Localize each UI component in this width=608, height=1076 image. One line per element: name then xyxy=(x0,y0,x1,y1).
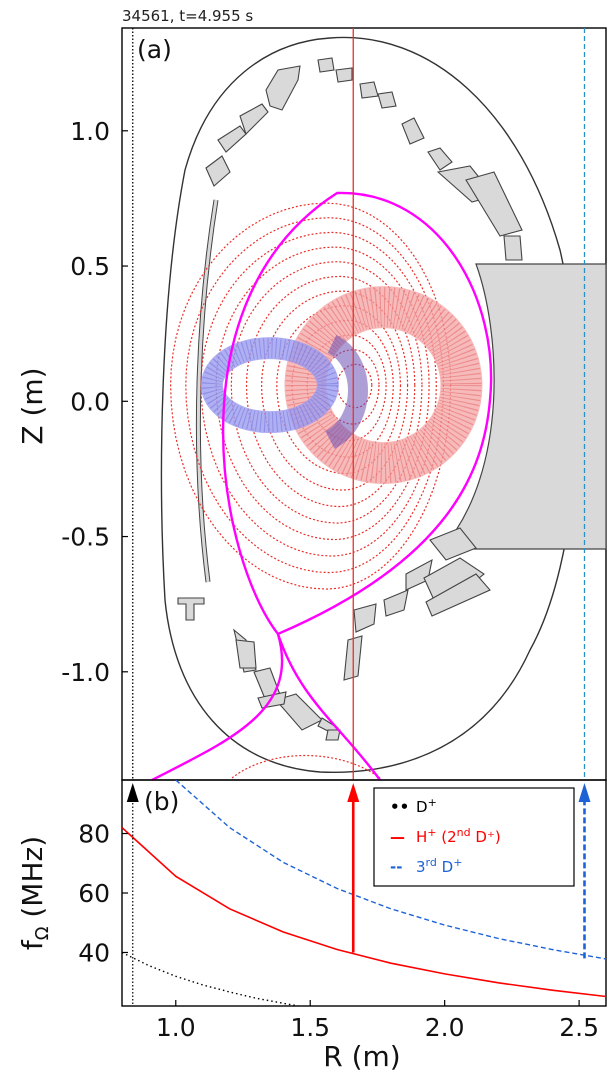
vessel-structures xyxy=(160,36,607,774)
y-tick-label: 80 xyxy=(78,820,110,849)
flux-surface-6 xyxy=(260,290,409,491)
x-tick-label: 2.0 xyxy=(425,1013,465,1042)
wall-tile-26 xyxy=(177,597,205,621)
panel-b-y-axis: 80 60 40 xyxy=(78,820,128,967)
legend-label-2: H+ (2nd D⁺) xyxy=(416,826,501,846)
divertor-flux-surface xyxy=(231,755,381,779)
wall-tile-23 xyxy=(429,527,477,561)
y-tick-label: -0.5 xyxy=(61,523,110,552)
y-axis-label-f-unit: (MHz) xyxy=(16,836,49,927)
shot-label: 34561, t=4.955 s xyxy=(122,7,253,25)
legend: •• D+ — H+ (2nd D⁺) -- 3rd D+ xyxy=(373,787,575,887)
y-tick-label: 1.0 xyxy=(70,117,110,146)
separatrix-leg-outer xyxy=(276,633,381,781)
legend-box xyxy=(373,787,575,887)
wall-tile-2 xyxy=(239,103,269,136)
flux-surface-3 xyxy=(306,334,387,442)
wall-tile-6 xyxy=(335,67,353,83)
flux-surface-11 xyxy=(185,217,445,574)
arrow-head-1 xyxy=(126,783,139,802)
x-tick-label: 1.0 xyxy=(156,1013,196,1042)
flux-surface-8 xyxy=(230,261,423,524)
legend-marker-2: — xyxy=(390,828,405,846)
y-tick-label: 0.0 xyxy=(70,387,110,416)
wall-tile-4 xyxy=(205,155,231,187)
orbit-H-hatch xyxy=(285,287,482,484)
legend-marker-1: •• xyxy=(390,798,409,816)
panel-a-label: (a) xyxy=(137,35,172,64)
y-axis-label-f-symbol: f xyxy=(16,939,49,950)
legend-label-3: 3rd D+ xyxy=(416,856,462,876)
wall-tile-5 xyxy=(317,57,335,73)
fast-ion-orbits xyxy=(200,286,483,485)
y-tick-label: 60 xyxy=(78,879,110,908)
x-axis-label-r: R (m) xyxy=(323,1040,400,1073)
wall-tile-10 xyxy=(427,147,453,171)
y-axis-label-z: Z (m) xyxy=(16,367,49,444)
wall-tile-12 xyxy=(465,171,523,237)
y-axis-label-f-sub: Ω xyxy=(32,926,53,940)
legend-label-1: D+ xyxy=(416,796,437,816)
wall-tile-7 xyxy=(359,81,379,99)
separatrix xyxy=(151,191,493,782)
wall-tile-20 xyxy=(353,603,377,633)
panel-a-y-axis: 1.0 0.5 0.0 -0.5 -1.0 xyxy=(61,117,128,687)
separatrix-core xyxy=(221,191,493,636)
resonance-arrows xyxy=(126,783,591,1004)
wall-tile-25 xyxy=(425,573,491,617)
resonance-lines xyxy=(132,28,586,780)
wall-tile-3 xyxy=(217,125,247,153)
series-d xyxy=(122,951,303,1006)
wall-tile-9 xyxy=(401,117,425,145)
y-tick-label: -1.0 xyxy=(61,658,110,687)
wall-tile-8 xyxy=(377,91,397,109)
wall-tile-28 xyxy=(325,729,341,741)
legend-marker-3: -- xyxy=(390,858,402,876)
orbit-D-hatch xyxy=(201,338,338,433)
separatrix-leg-inner xyxy=(151,633,284,782)
x-tick-label: 2.5 xyxy=(559,1013,599,1042)
series-h-2nd-d xyxy=(122,827,606,998)
y-axis-label-f: fΩ (MHz) xyxy=(16,836,53,950)
flux-surface-12 xyxy=(169,202,452,590)
wall-tile-13 xyxy=(503,235,523,261)
x-tick-label: 1.5 xyxy=(290,1013,330,1042)
wall-tile-1 xyxy=(265,65,301,111)
arrow-head-2 xyxy=(347,783,360,802)
cyclotron-series xyxy=(122,780,606,1006)
panel-a-equilibrium: 1.0 0.5 0.0 -0.5 -1.0 (a) Z (m) xyxy=(16,27,607,782)
panel-b-label: (b) xyxy=(144,787,179,816)
wall-tile-18 xyxy=(257,691,287,709)
inner-wall-limiter-fill xyxy=(196,199,218,583)
panel-b-cyclotron: 1.0 1.5 2.0 2.5 80 60 40 (b) •• D+ — H+ (2nd D⁺)… xyxy=(16,779,607,1073)
y-tick-label: 40 xyxy=(78,938,110,967)
panel-b-x-axis: 1.0 1.5 2.0 2.5 xyxy=(156,1000,599,1042)
wall-tile-15 xyxy=(235,639,257,669)
arrow-head-3 xyxy=(578,783,591,802)
vessel-outline xyxy=(160,36,578,774)
y-tick-label: 0.5 xyxy=(70,252,110,281)
series-3rd-d xyxy=(175,780,606,960)
flux-surface-2 xyxy=(321,349,380,425)
wall-tile-21 xyxy=(383,589,409,617)
orbit-overlap xyxy=(324,334,368,449)
